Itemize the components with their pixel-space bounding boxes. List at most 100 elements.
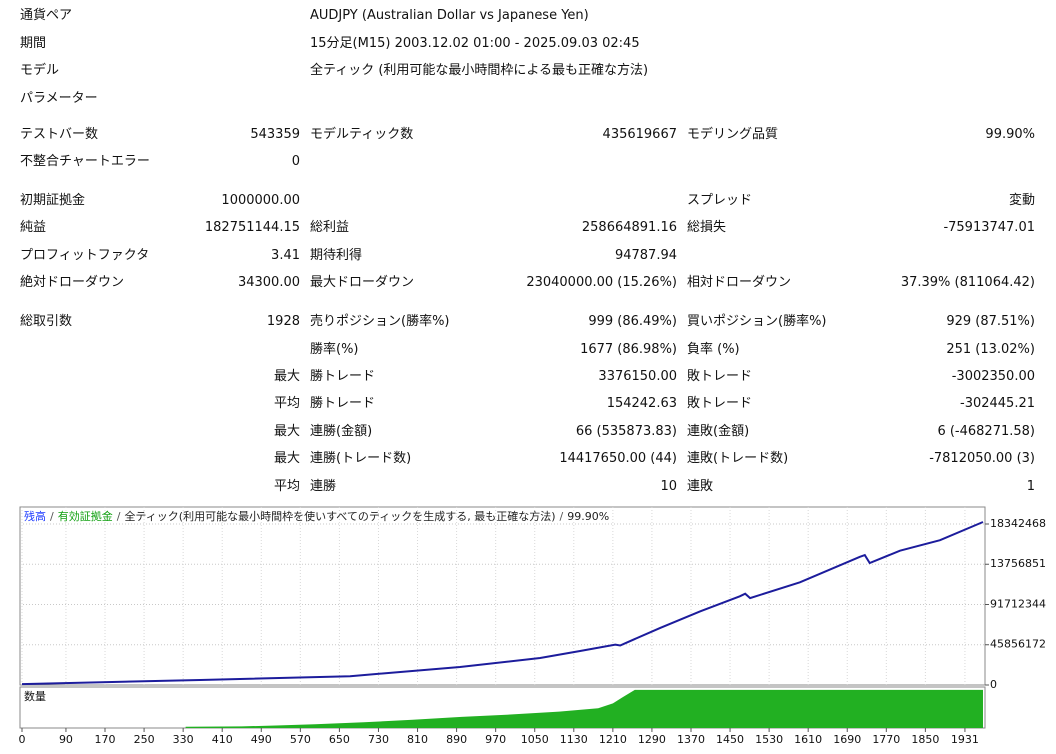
- stat-value: 平均: [273, 479, 300, 494]
- stat-label: 総利益: [310, 220, 350, 235]
- stat-value: 変動: [1008, 193, 1035, 208]
- x-tick-label: 1210: [599, 733, 627, 746]
- x-tick-label: 890: [446, 733, 467, 746]
- x-tick-label: 570: [290, 733, 311, 746]
- stat-value: 最大: [273, 424, 300, 439]
- stat-label: 総損失: [687, 220, 727, 235]
- stat-label: 相対ドローダウン: [687, 275, 792, 290]
- stat-label: 期待利得: [310, 248, 363, 263]
- stat-value: 34300.00: [237, 275, 300, 290]
- stat-label: モデルティック数: [310, 127, 414, 142]
- stat-label: 敗トレード: [687, 396, 753, 411]
- info-value: 15分足(M15) 2003.12.02 01:00 - 2025.09.03 …: [310, 36, 640, 51]
- stat-value: 251 (13.02%): [946, 342, 1035, 357]
- info-value: 全ティック (利用可能な最小時間枠による最も正確な方法): [310, 63, 649, 78]
- x-tick-label: 1130: [560, 733, 588, 746]
- stat-value: -7812050.00 (3): [929, 451, 1035, 466]
- stat-value: 258664891.16: [581, 220, 677, 235]
- x-tick-label: 1370: [677, 733, 705, 746]
- stat-label: 連勝: [310, 479, 337, 494]
- stat-label: 連勝(金額): [310, 424, 373, 439]
- stat-value: 999 (86.49%): [588, 314, 677, 329]
- x-tick-label: 1690: [833, 733, 861, 746]
- legend: 残高 / 有効証拠金 / 全ティック(利用可能な最小時間枠を使いすべてのティックを生成す…: [24, 509, 609, 523]
- y-tick-label: 91712344: [990, 597, 1046, 610]
- y-tick-label: 45856172: [990, 638, 1046, 651]
- x-tick-label: 1850: [911, 733, 939, 746]
- volume-area: [22, 689, 983, 728]
- stat-label: 敗トレード: [687, 369, 753, 384]
- x-tick-label: 410: [212, 733, 233, 746]
- x-tick-label: 1610: [794, 733, 822, 746]
- stat-value: 6 (-468271.58): [937, 424, 1035, 439]
- stat-label: 純益: [20, 220, 47, 235]
- stat-label: 売りポジション(勝率%): [310, 314, 450, 329]
- stat-value: 最大: [273, 369, 300, 384]
- stat-label: 連敗(トレード数): [687, 451, 789, 466]
- x-tick-label: 1770: [872, 733, 900, 746]
- stat-value: 3.41: [271, 248, 300, 263]
- legend-item: 残高: [24, 509, 46, 523]
- stat-value: 23040000.00 (15.26%): [526, 275, 677, 290]
- stat-value: 1928: [266, 314, 300, 329]
- stat-label: 連敗(金額): [687, 424, 750, 439]
- info-label: モデル: [20, 63, 60, 78]
- stat-label: スプレッド: [687, 193, 753, 208]
- stat-value: -3002350.00: [951, 369, 1035, 384]
- stat-value: 3376150.00: [598, 369, 677, 384]
- stat-label: 勝率(%): [310, 342, 359, 357]
- stat-value: 0: [291, 154, 300, 169]
- legend-separator: /: [559, 510, 563, 523]
- stat-value: 99.90%: [985, 127, 1035, 142]
- stat-label: 連勝(トレード数): [310, 451, 412, 466]
- stat-label: 総取引数: [20, 314, 73, 329]
- x-tick-label: 170: [95, 733, 116, 746]
- x-tick-label: 490: [251, 733, 272, 746]
- balance-line: [21, 521, 984, 686]
- info-label: パラメーター: [20, 91, 98, 106]
- x-tick-label: 1931: [951, 733, 979, 746]
- stat-value: 1: [1026, 479, 1035, 494]
- y-tick-label: 18342468: [990, 517, 1046, 530]
- x-tick-label: 1290: [638, 733, 666, 746]
- info-label: 期間: [20, 36, 47, 51]
- x-tick-label: 250: [134, 733, 155, 746]
- x-tick-label: 730: [368, 733, 389, 746]
- stat-label: 絶対ドローダウン: [20, 275, 125, 290]
- stat-value: 1000000.00: [221, 193, 300, 208]
- legend-item: 99.90%: [567, 510, 609, 523]
- stat-value: 543359: [250, 127, 300, 142]
- info-value: AUDJPY (Australian Dollar vs Japanese Ye…: [310, 8, 589, 23]
- x-tick-label: 0: [19, 733, 26, 746]
- x-tick-label: 330: [173, 733, 194, 746]
- x-tick-label: 1450: [716, 733, 744, 746]
- x-tick-label: 1050: [521, 733, 549, 746]
- legend-separator: /: [50, 510, 54, 523]
- stat-value: 平均: [273, 396, 300, 411]
- legend-separator: /: [117, 510, 121, 523]
- stat-label: 勝トレード: [310, 396, 376, 411]
- stat-value: 94787.94: [614, 248, 677, 263]
- stat-label: プロフィットファクタ: [20, 248, 150, 263]
- stat-label: 買いポジション(勝率%): [687, 314, 827, 329]
- volume-title: 数量: [24, 690, 46, 703]
- x-tick-label: 970: [485, 733, 506, 746]
- y-tick-label: 0: [990, 678, 997, 691]
- legend-item: 有効証拠金: [58, 509, 113, 523]
- stat-label: 初期証拠金: [20, 193, 86, 208]
- stat-value: 435619667: [602, 127, 677, 142]
- stat-label: 不整合チャートエラー: [20, 154, 150, 169]
- y-tick-label: 13756851: [990, 557, 1046, 570]
- balance-panel: [19, 506, 986, 686]
- stat-label: 負率 (%): [687, 342, 740, 357]
- stat-value: 37.39% (811064.42): [900, 275, 1035, 290]
- stat-value: 10: [660, 479, 677, 494]
- stat-value: 14417650.00 (44): [559, 451, 677, 466]
- stat-value: 929 (87.51%): [946, 314, 1035, 329]
- x-tick-label: 810: [407, 733, 428, 746]
- x-tick-label: 650: [329, 733, 350, 746]
- legend-item: 全ティック(利用可能な最小時間枠を使いすべてのティックを生成する, 最も正確な方…: [124, 509, 555, 523]
- stat-value: -75913747.01: [943, 220, 1035, 235]
- stat-value: -302445.21: [960, 396, 1035, 411]
